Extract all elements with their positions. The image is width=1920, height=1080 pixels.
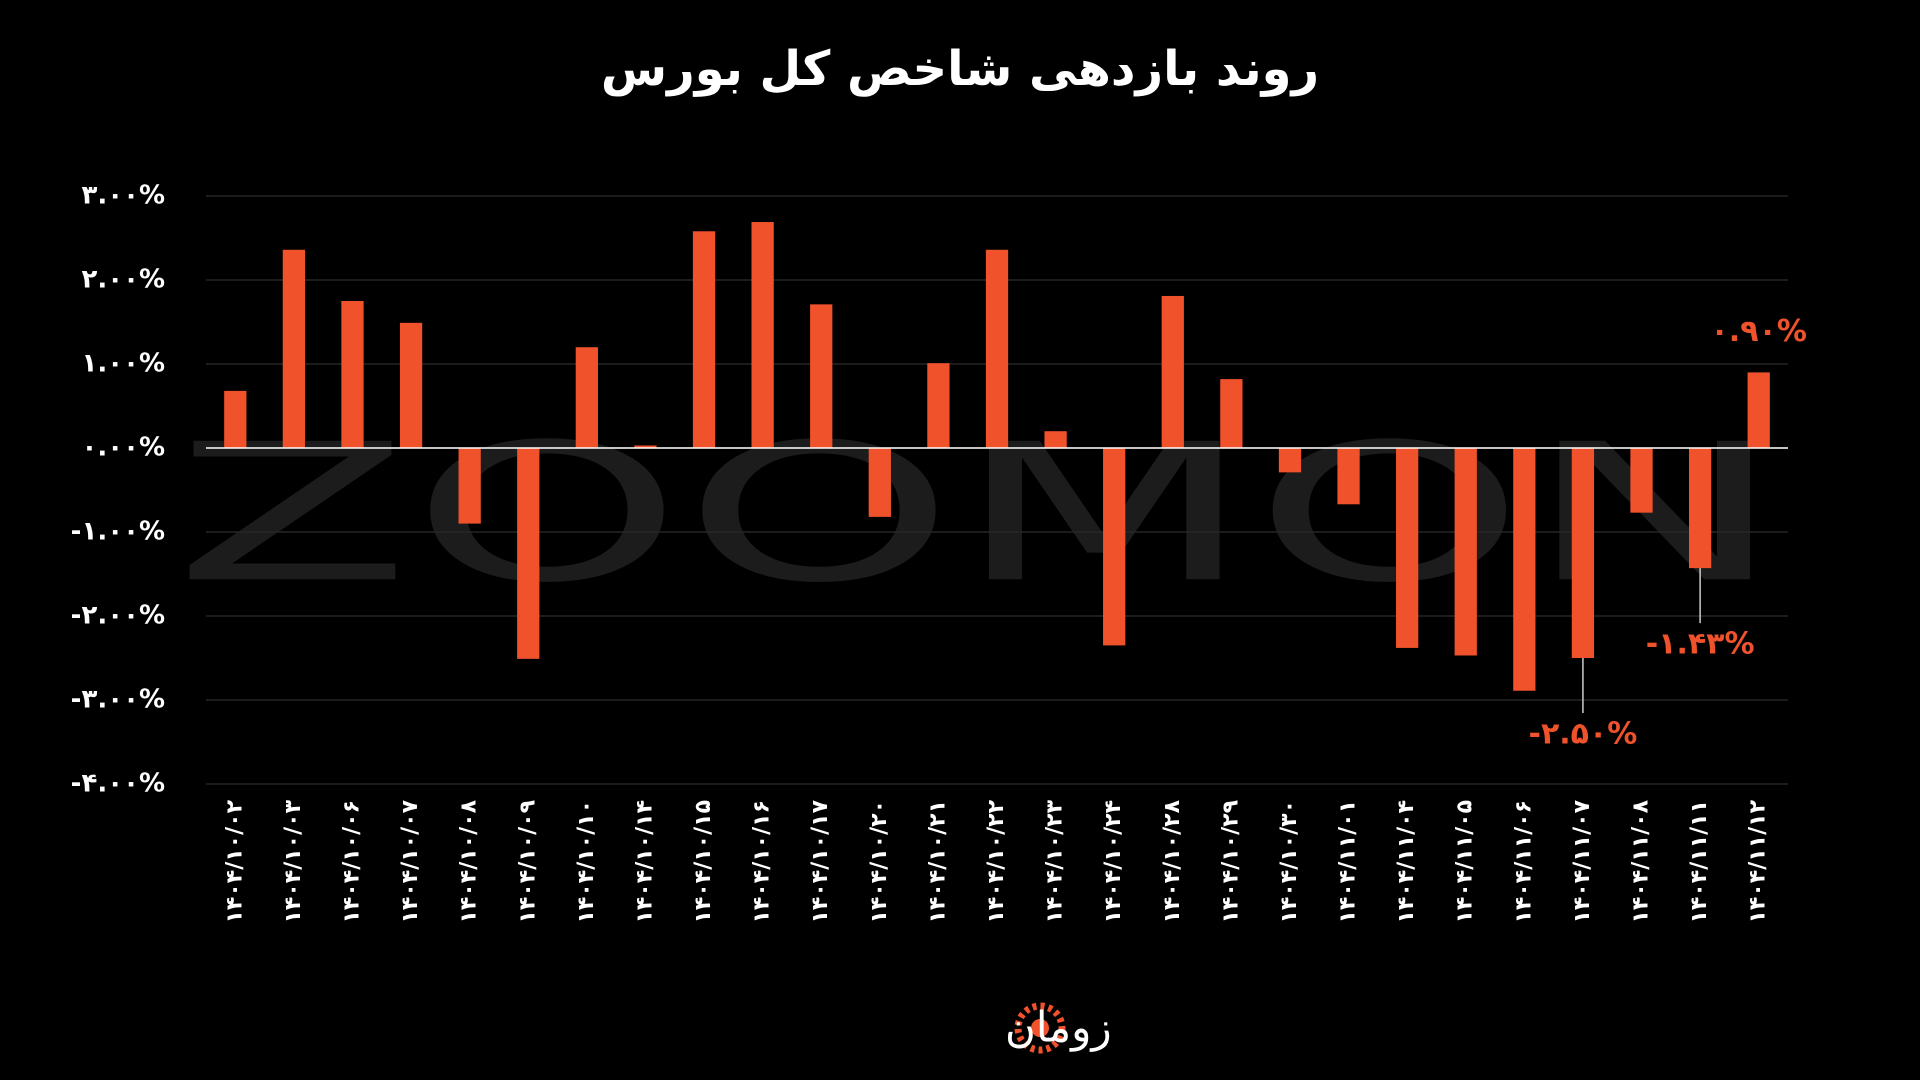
value-label: ۰.۹۰% (1711, 314, 1807, 349)
x-tick-label: ۱۴۰۴/۱۱/۰۴ (1394, 800, 1419, 924)
bar (868, 448, 891, 517)
bar (1630, 448, 1653, 513)
x-tick-label: ۱۴۰۴/۱۰/۲۸ (1160, 799, 1185, 923)
bar (341, 301, 364, 448)
x-tick-label: ۱۴۰۴/۱۰/۰۷ (398, 799, 423, 923)
brand-logo (1014, 1002, 1066, 1054)
x-tick-label: ۱۴۰۴/۱۰/۰۲ (222, 799, 247, 923)
y-tick-label: ۳.۰۰% (81, 181, 165, 211)
x-tick-label: ۱۴۰۴/۱۰/۲۹ (1218, 800, 1243, 924)
x-tick-label: ۱۴۰۴/۱۰/۰۶ (339, 800, 364, 924)
bar (1220, 379, 1243, 448)
x-tick-label: ۱۴۰۴/۱۱/۰۵ (1453, 800, 1478, 924)
x-tick-label: ۱۴۰۴/۱۰/۱۶ (750, 800, 775, 924)
y-tick-label: ۱.۰۰% (81, 349, 165, 379)
bar (751, 222, 774, 448)
bar (224, 390, 247, 448)
bar (1688, 448, 1712, 569)
bar (985, 249, 1009, 448)
x-tick-label: ۱۴۰۴/۱۰/۰۹ (515, 800, 540, 924)
y-tick-label: ۰.۰۰% (81, 433, 165, 463)
x-tick-label: ۱۴۰۴/۱۰/۱۰ (574, 800, 599, 924)
bar (1747, 372, 1770, 448)
x-tick-label: ۱۴۰۴/۱۱/۰۷ (1570, 799, 1595, 923)
bar (517, 448, 540, 659)
bar (1571, 448, 1595, 658)
plot-area: ۳.۰۰% ۲.۰۰% ۱.۰۰% ۰.۰۰% -۱.۰۰% -۲.۰۰% -۳.۰۰% -۴… (71, 181, 1807, 924)
bar (634, 445, 657, 448)
x-tick-label: ۱۴۰۴/۱۰/۱۵ (691, 800, 716, 924)
x-tick-label: ۱۴۰۴/۱۰/۱۷ (808, 799, 833, 923)
value-label: -۱.۴۳% (1646, 627, 1755, 662)
bar (1161, 295, 1184, 448)
bar (458, 448, 481, 524)
bar (399, 322, 423, 448)
x-tick-label: ۱۴۰۴/۱۰/۰۸ (457, 799, 482, 923)
bar (1278, 448, 1302, 473)
x-tick-label: ۱۴۰۴/۱۰/۳۰ (1277, 800, 1302, 924)
chart-title: روند بازدهی شاخص کل بورس (601, 41, 1319, 97)
bar (1044, 431, 1067, 448)
bar (1454, 448, 1477, 656)
bar (692, 231, 716, 448)
bar (1337, 448, 1360, 505)
x-tick-label: ۱۴۰۴/۱۰/۲۴ (1101, 800, 1126, 924)
y-tick-label: -۱.۰۰% (71, 517, 165, 547)
x-tick-label: ۱۴۰۴/۱۱/۰۶ (1511, 800, 1536, 924)
x-tick-label: ۱۴۰۴/۱۰/۲۲ (984, 799, 1009, 923)
bar (1513, 448, 1536, 691)
bar (1396, 448, 1419, 648)
bar (575, 347, 598, 448)
x-tick-label: ۱۴۰۴/۱۰/۲۳ (1043, 799, 1068, 923)
y-tick-label: -۴.۰۰% (71, 769, 165, 799)
x-tick-label: ۱۴۰۴/۱۱/۰۱ (1336, 800, 1361, 924)
bar (810, 304, 833, 448)
x-tick-label: ۱۴۰۴/۱۰/۲۰ (867, 800, 892, 924)
x-tick-label: ۱۴۰۴/۱۰/۰۳ (281, 799, 306, 923)
y-tick-label: -۳.۰۰% (71, 685, 165, 715)
value-label: -۲.۵۰% (1529, 717, 1638, 752)
x-tick-label: ۱۴۰۴/۱۱/۱۲ (1746, 799, 1771, 923)
x-tick-label: ۱۴۰۴/۱۱/۱۱ (1687, 800, 1712, 924)
y-tick-label: -۲.۰۰% (71, 601, 165, 631)
bar (1103, 448, 1126, 646)
x-tick-label: ۱۴۰۴/۱۱/۰۸ (1629, 799, 1654, 923)
x-tick-label: ۱۴۰۴/۱۰/۱۴ (632, 800, 657, 924)
brand-name: زومان (1005, 1003, 1112, 1052)
y-tick-label: ۲.۰۰% (81, 265, 165, 295)
bar (282, 249, 306, 448)
x-tick-label: ۱۴۰۴/۱۰/۲۱ (925, 800, 950, 924)
bar (927, 363, 950, 448)
